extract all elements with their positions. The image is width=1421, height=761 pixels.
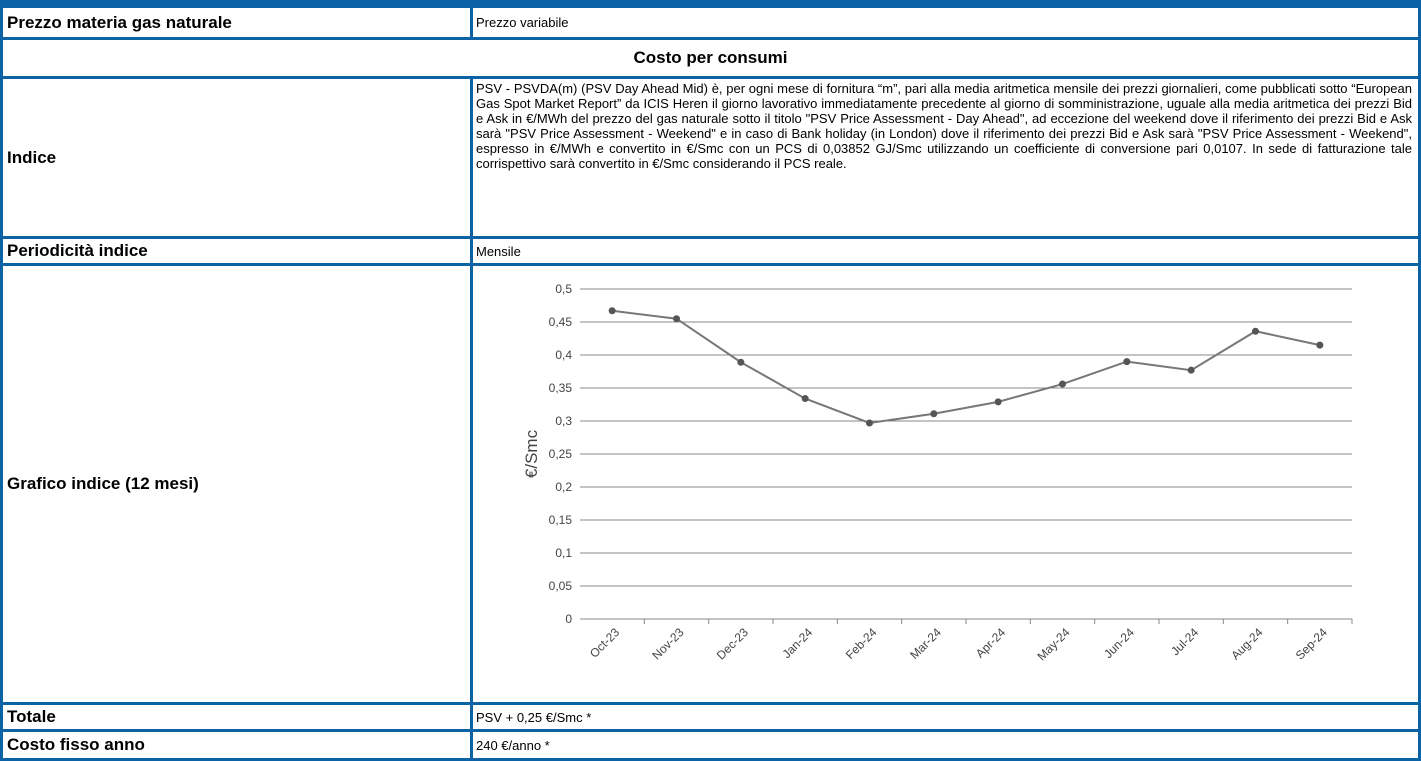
x-tick-label: Apr-24 [973, 625, 1009, 661]
row: Grafico indice (12 mesi) €/Smc 0 0,05 0,1 0… [3, 266, 1418, 702]
label: Prezzo materia gas naturale [3, 8, 470, 37]
point [1123, 358, 1131, 366]
value: Prezzo variabile [473, 8, 1418, 37]
point [1252, 327, 1259, 335]
row: Prezzo materia gas naturale Prezzo varia… [3, 8, 1418, 37]
point [1187, 366, 1195, 374]
point [994, 398, 1002, 406]
y-tick-label: 0,2 [555, 480, 572, 494]
y-tick-label: 0,45 [549, 315, 573, 329]
row: Costo fisso anno 240 €/anno * [3, 732, 1418, 758]
row: Indice PSV - PSVDA(m) (PSV Day Ahead Mid… [3, 79, 1418, 236]
row: Periodicità indice Mensile [3, 239, 1418, 263]
point [1059, 380, 1066, 388]
table: Prezzo materia gas naturale Prezzo varia… [3, 8, 1418, 761]
x-tick-label: Jul-24 [1168, 625, 1201, 658]
label: Costo fisso anno [3, 732, 470, 758]
x-tick-label: Jan-24 [779, 625, 815, 661]
row: Costo per consumi [3, 40, 1418, 76]
y-tick-label: 0,3 [555, 414, 572, 428]
y-tick-label: 0,25 [549, 447, 573, 461]
label: Periodicità indice [3, 239, 470, 263]
chart-cell: €/Smc 0 0,05 0,1 0,15 0,2 0,25 0,3 0,35 0,4 0,45 0… [473, 266, 1418, 702]
label: Grafico indice (12 mesi) [3, 266, 470, 702]
y-tick-label: 0 [565, 612, 572, 626]
value: PSV - PSVDA(m) (PSV Day Ahead Mid) è, pe… [473, 79, 1418, 236]
y-tick-label: 0,4 [555, 348, 572, 362]
x-tick-label: Aug-24 [1228, 625, 1265, 662]
chart: €/Smc 0 0,05 0,1 0,15 0,2 0,25 0,3 0,35 0,4 0,45 0… [522, 282, 1353, 663]
x-tick-label: May-24 [1034, 625, 1072, 663]
label: Totale [3, 705, 470, 729]
point [801, 395, 809, 403]
value: PSV + 0,25 €/Smc * [473, 705, 1418, 729]
x-tick-label: Dec-23 [714, 625, 751, 662]
y-tick-label: 0,35 [549, 381, 573, 395]
point [1316, 341, 1324, 349]
y-axis-label: €/Smc [522, 429, 541, 478]
x-tick-label: Mar-24 [907, 625, 944, 662]
y-tick-label: 0,5 [555, 282, 572, 296]
point [673, 315, 680, 323]
x-tick-label: Sep-24 [1293, 625, 1330, 662]
y-tick-label: 0,1 [555, 546, 572, 560]
point [608, 307, 616, 315]
point [866, 419, 873, 427]
y-tick-label: 0,15 [549, 513, 573, 527]
line [612, 309, 1321, 425]
value: 240 €/anno * [473, 732, 1418, 758]
x-tick-label: Jun-24 [1101, 625, 1137, 661]
label: Indice [3, 79, 470, 236]
x-tick-label: Feb-24 [843, 625, 880, 662]
x-tick-label: Nov-23 [649, 625, 686, 662]
point [737, 358, 745, 366]
row: Totale PSV + 0,25 €/Smc * [3, 705, 1418, 729]
y-tick-label: 0,05 [549, 579, 573, 593]
section-title: Costo per consumi [3, 40, 1418, 76]
x-tick-label: Oct-23 [587, 625, 623, 661]
point [930, 410, 938, 418]
value: Mensile [473, 239, 1418, 263]
